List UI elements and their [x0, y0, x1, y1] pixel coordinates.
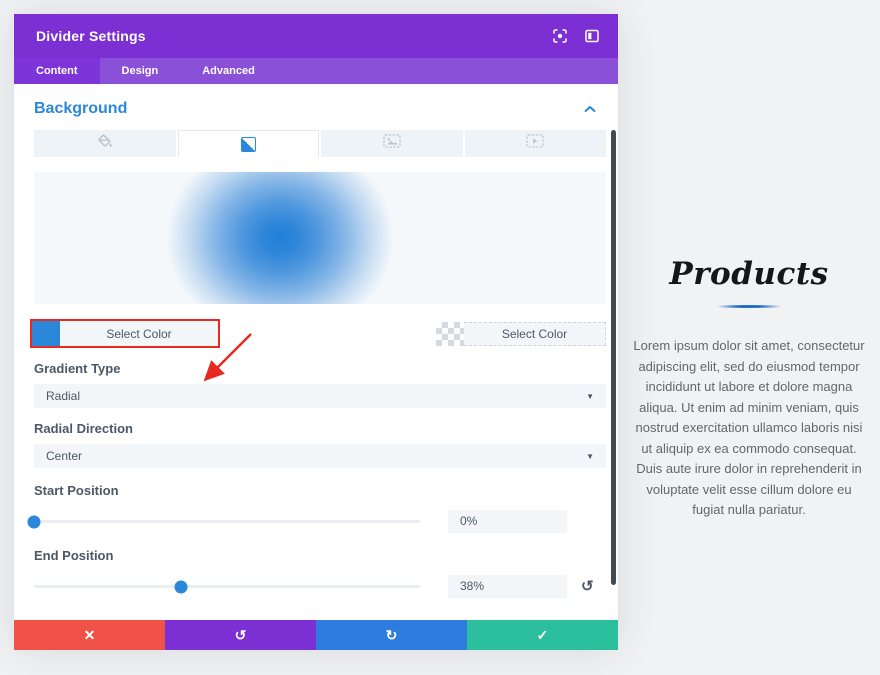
- radial-direction-label: Radial Direction: [34, 421, 133, 436]
- color-swatch-blue[interactable]: [32, 321, 60, 346]
- divider-settings-modal: Divider Settings Content Design Advanced…: [14, 14, 618, 650]
- settings-panel-body: Background: [14, 84, 618, 620]
- gradient-start-color-picker[interactable]: Select Color: [30, 319, 220, 348]
- caret-down-icon: ▼: [586, 391, 594, 401]
- page-preview: Products Lorem ipsum dolor sit amet, con…: [618, 0, 880, 675]
- radial-direction-value: Center: [46, 449, 83, 463]
- end-position-slider[interactable]: [34, 580, 420, 593]
- background-section-title[interactable]: Background: [34, 100, 128, 117]
- preview-focus-icon[interactable]: [552, 28, 568, 44]
- background-type-tabs: [34, 130, 606, 157]
- end-position-label: End Position: [34, 548, 114, 563]
- lorem-paragraph: Lorem ipsum dolor sit amet, consectetur …: [633, 338, 865, 518]
- start-position-slider[interactable]: [27, 515, 420, 528]
- chevron-up-icon[interactable]: [584, 105, 596, 113]
- color-swatch-transparent[interactable]: [436, 321, 464, 346]
- save-button[interactable]: ✓: [467, 620, 618, 650]
- discard-button[interactable]: ✕: [14, 620, 165, 650]
- gradient-type-select[interactable]: Radial ▼: [34, 384, 606, 408]
- background-type-color-tab[interactable]: [34, 130, 176, 157]
- modal-tabstrip: Content Design Advanced: [14, 58, 618, 84]
- select-color-button[interactable]: Select Color: [60, 321, 218, 346]
- modal-header: Divider Settings: [14, 14, 618, 58]
- undo-button[interactable]: ↺: [165, 620, 316, 650]
- modal-title: Divider Settings: [36, 28, 146, 44]
- end-position-slider-thumb[interactable]: [174, 580, 188, 593]
- modal-scrollbar[interactable]: [611, 130, 616, 585]
- end-position-value[interactable]: 38%: [448, 575, 567, 598]
- modal-footer: ✕ ↺ ↻ ✓: [14, 620, 618, 650]
- gradient-end-color-picker[interactable]: Select Color: [436, 321, 606, 346]
- gradient-type-label: Gradient Type: [34, 361, 121, 376]
- tab-design[interactable]: Design: [121, 65, 159, 77]
- image-icon: [383, 134, 401, 153]
- gradient-swatch-icon: [240, 136, 256, 152]
- background-type-video-tab[interactable]: [464, 130, 606, 157]
- gradient-preview: [34, 172, 606, 304]
- background-type-image-tab[interactable]: [321, 130, 463, 157]
- video-play-icon: [526, 134, 544, 153]
- caret-down-icon: ▼: [586, 451, 594, 461]
- radial-direction-select[interactable]: Center ▼: [34, 444, 606, 468]
- start-position-value[interactable]: 0%: [448, 510, 567, 533]
- tab-advanced[interactable]: Advanced: [202, 65, 255, 77]
- reset-icon[interactable]: ↺: [581, 578, 594, 595]
- divider-module: [705, 305, 793, 308]
- redo-button[interactable]: ↻: [316, 620, 467, 650]
- gradient-type-value: Radial: [46, 389, 81, 403]
- tab-content[interactable]: Content: [14, 58, 100, 84]
- paint-bucket-icon: [97, 134, 113, 154]
- select-color-button[interactable]: Select Color: [464, 321, 606, 346]
- products-heading: Products: [669, 256, 829, 292]
- start-position-slider-thumb[interactable]: [27, 515, 41, 528]
- start-position-label: Start Position: [34, 483, 119, 498]
- background-type-gradient-tab[interactable]: [177, 130, 319, 157]
- dock-panel-icon[interactable]: [584, 28, 600, 44]
